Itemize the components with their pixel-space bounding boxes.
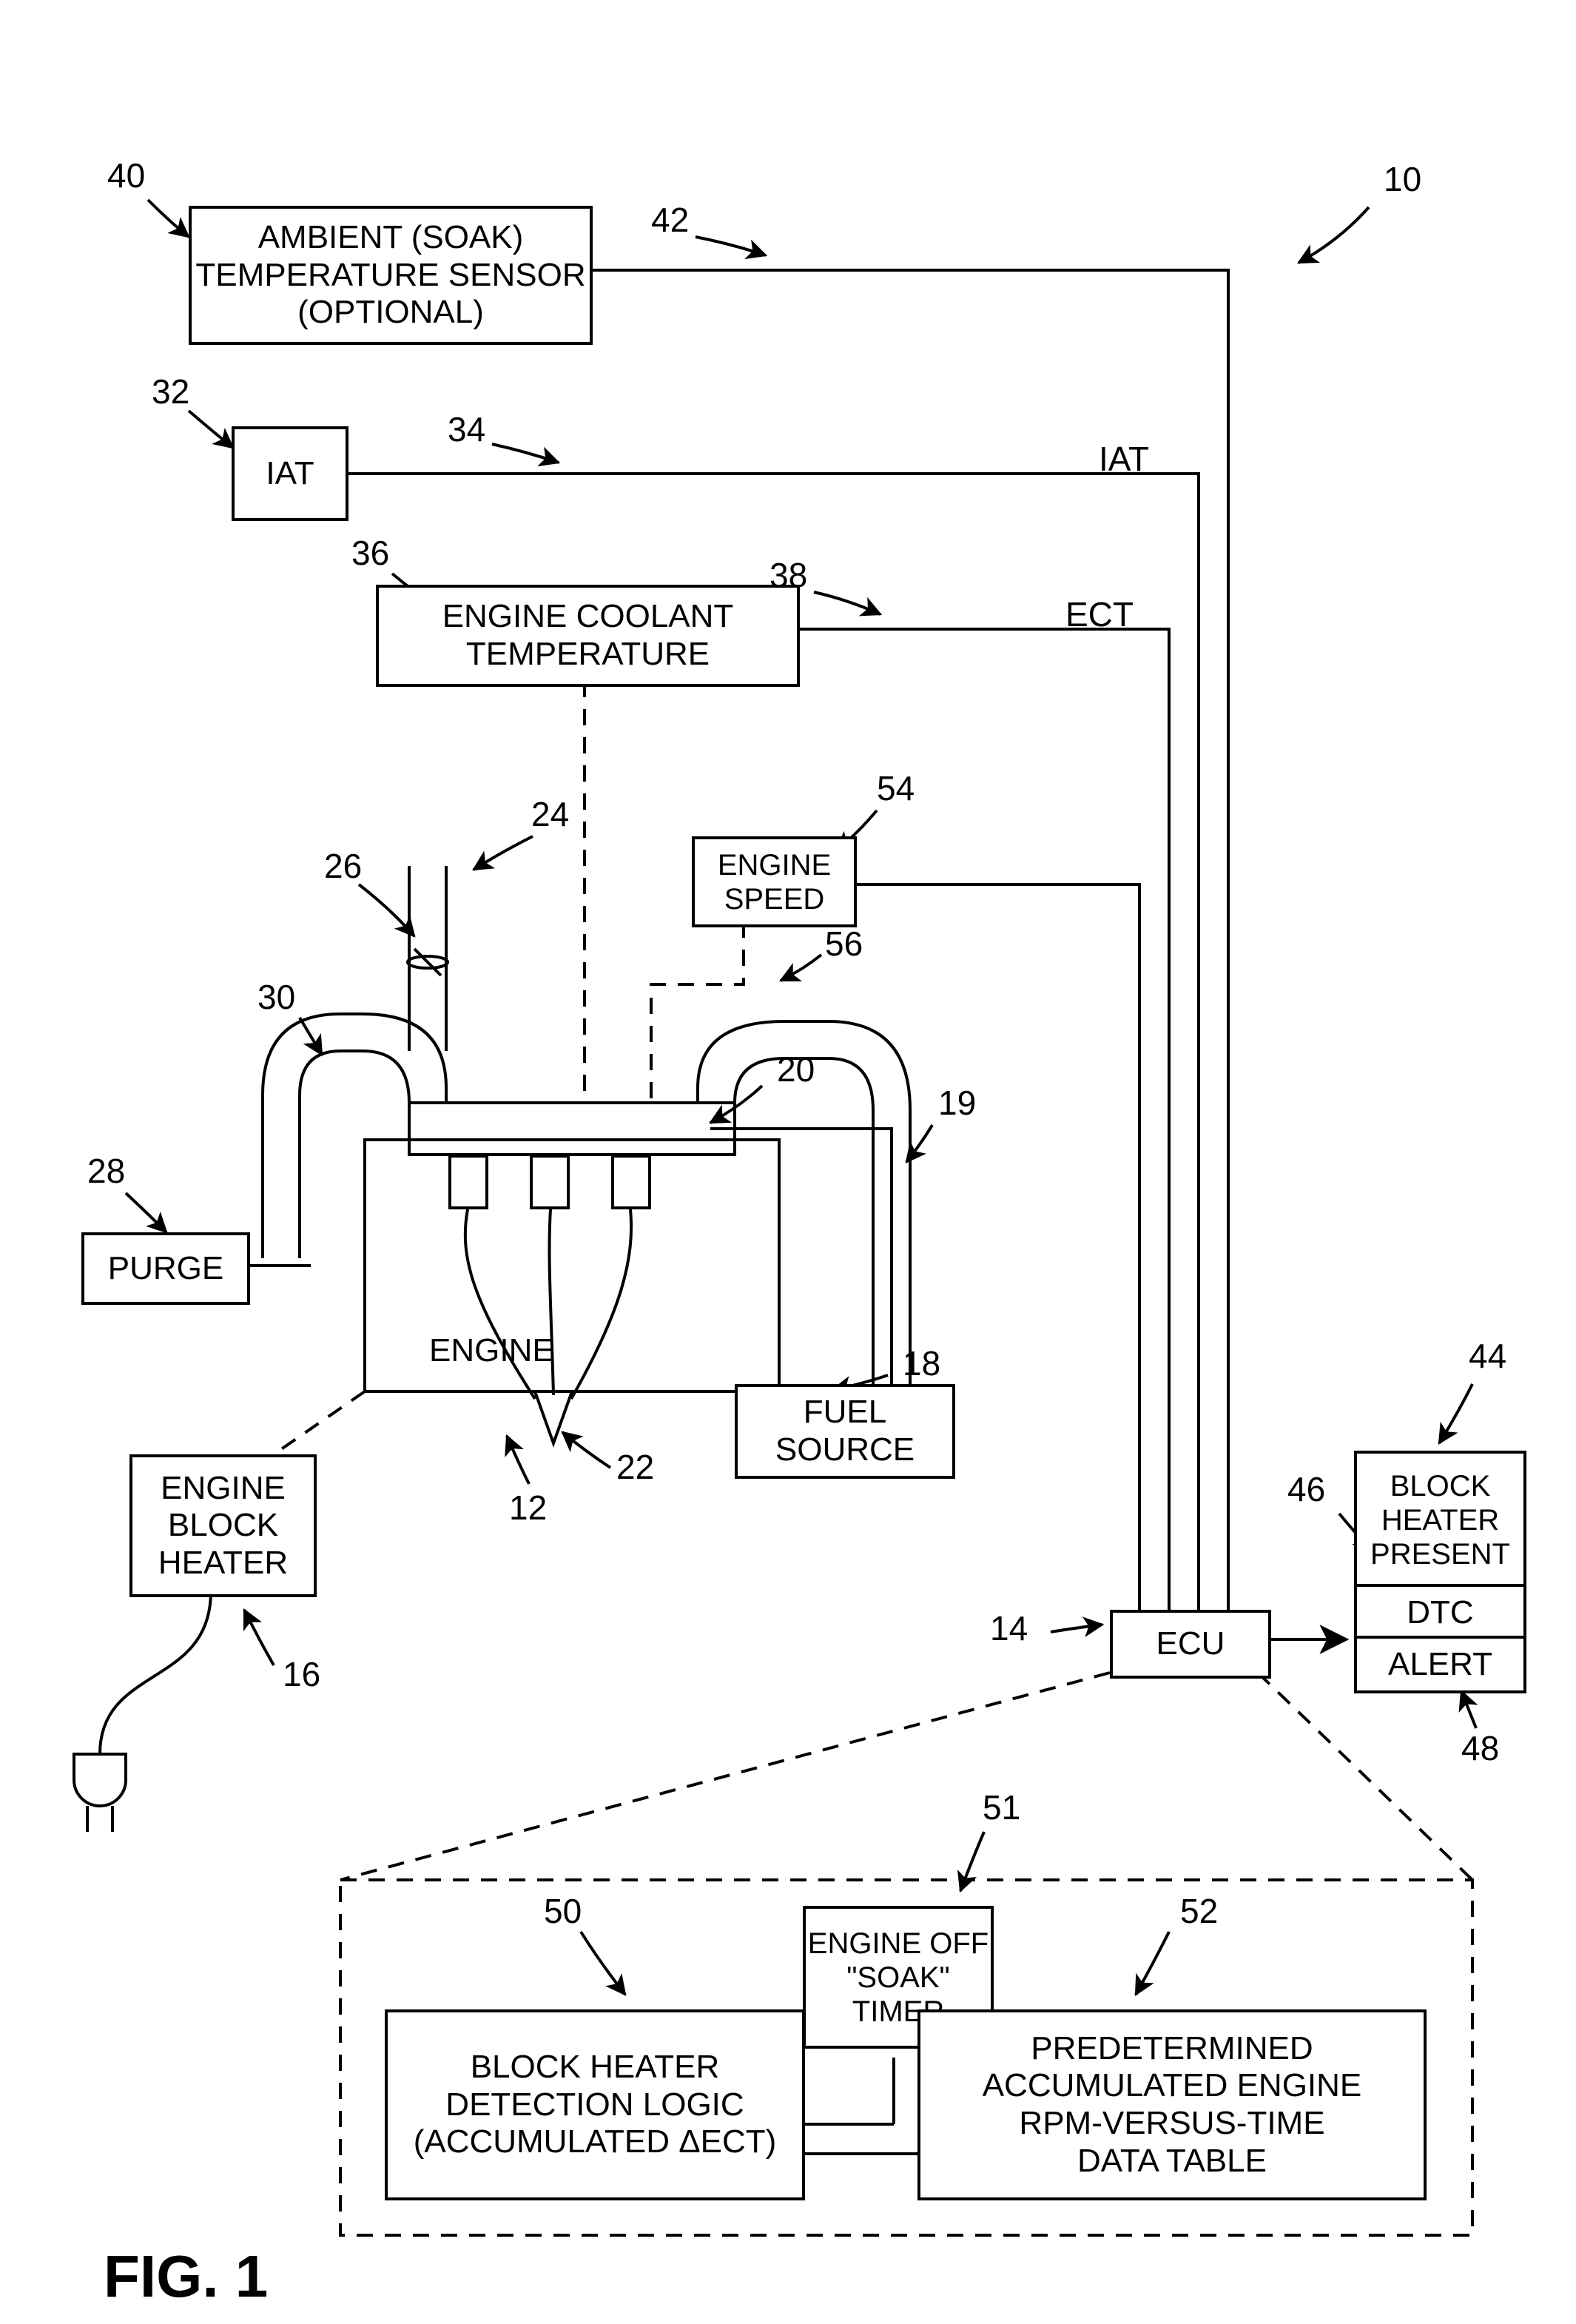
ref-44: 44 — [1469, 1336, 1506, 1376]
ambient-label: AMBIENT (SOAK) TEMPERATURE SENSOR (OPTIO… — [195, 219, 585, 332]
block-heater-label: ENGINE BLOCK HEATER — [158, 1470, 288, 1582]
line-label-ect: ECT — [1065, 594, 1134, 634]
detect-logic-label: BLOCK HEATER DETECTION LOGIC (ACCUMULATE… — [414, 2049, 777, 2161]
ref-14: 14 — [990, 1608, 1028, 1648]
exhaust-pipe — [735, 1058, 873, 1384]
figure-label: FIG. 1 — [104, 2243, 268, 2311]
engine-label: ENGINE — [429, 1332, 554, 1369]
line-label-iat: IAT — [1099, 439, 1149, 479]
intake-pipe — [300, 1051, 409, 1258]
engine-speed-label: ENGINE SPEED — [718, 848, 831, 916]
ref-40: 40 — [107, 155, 145, 195]
ref-51: 51 — [983, 1787, 1020, 1827]
bh-present-label: BLOCK HEATER PRESENT — [1370, 1469, 1510, 1571]
ref-48: 48 — [1461, 1728, 1499, 1768]
box-fuel-source: FUEL SOURCE — [735, 1384, 955, 1479]
ref-52: 52 — [1180, 1891, 1218, 1931]
data-table-label: PREDETERMINED ACCUMULATED ENGINE RPM-VER… — [983, 2030, 1362, 2180]
box-data-table: PREDETERMINED ACCUMULATED ENGINE RPM-VER… — [917, 2009, 1427, 2200]
box-ambient: AMBIENT (SOAK) TEMPERATURE SENSOR (OPTIO… — [189, 206, 593, 345]
box-bh-present: BLOCK HEATER PRESENT — [1354, 1451, 1526, 1587]
box-iat: IAT — [232, 426, 348, 521]
fuel-rail — [409, 1103, 735, 1155]
ref-46: 46 — [1287, 1469, 1325, 1509]
ref-19: 19 — [938, 1083, 976, 1123]
ref-32: 32 — [152, 372, 189, 412]
box-purge: PURGE — [81, 1232, 250, 1305]
ref-38: 38 — [770, 555, 807, 595]
ref-54: 54 — [877, 768, 915, 808]
ect-label: ENGINE COOLANT TEMPERATURE — [442, 598, 734, 673]
ref-34: 34 — [448, 409, 485, 449]
box-ecu: ECU — [1110, 1610, 1271, 1679]
ref-24: 24 — [531, 794, 569, 834]
purge-label: PURGE — [108, 1250, 223, 1288]
ref-26: 26 — [324, 846, 362, 886]
ref-18: 18 — [903, 1343, 940, 1383]
dash-engine-heater — [274, 1391, 365, 1454]
dash-speed-engine — [651, 921, 744, 1099]
heater-plug — [74, 1754, 126, 1832]
diagram-svg — [0, 0, 1576, 2324]
box-detect-logic: BLOCK HEATER DETECTION LOGIC (ACCUMULATE… — [385, 2009, 805, 2200]
iat-label: IAT — [266, 455, 314, 493]
ref-50: 50 — [544, 1891, 582, 1931]
heater-cord — [100, 1591, 211, 1754]
alert-label: ALERT — [1388, 1646, 1492, 1684]
box-dtc: DTC — [1354, 1584, 1526, 1639]
ref-36: 36 — [351, 533, 389, 573]
ref-10: 10 — [1384, 159, 1421, 199]
dtc-label: DTC — [1407, 1594, 1473, 1632]
ref-20: 20 — [777, 1050, 815, 1089]
ref-28: 28 — [87, 1151, 125, 1191]
wire-speed-ecu — [851, 884, 1139, 1610]
fuel-source-label: FUEL SOURCE — [775, 1394, 915, 1468]
box-block-heater: ENGINE BLOCK HEATER — [129, 1454, 317, 1597]
box-engine-speed: ENGINE SPEED — [692, 836, 857, 927]
box-alert: ALERT — [1354, 1636, 1526, 1693]
box-ect: ENGINE COOLANT TEMPERATURE — [376, 585, 800, 687]
ecu-label: ECU — [1156, 1625, 1225, 1663]
engine-body — [365, 1140, 779, 1391]
ref-12: 12 — [509, 1488, 547, 1528]
ref-42: 42 — [651, 200, 689, 240]
ref-30: 30 — [257, 977, 295, 1017]
ref-22: 22 — [616, 1447, 654, 1487]
ref-56: 56 — [825, 924, 863, 964]
ref-16: 16 — [283, 1654, 320, 1694]
